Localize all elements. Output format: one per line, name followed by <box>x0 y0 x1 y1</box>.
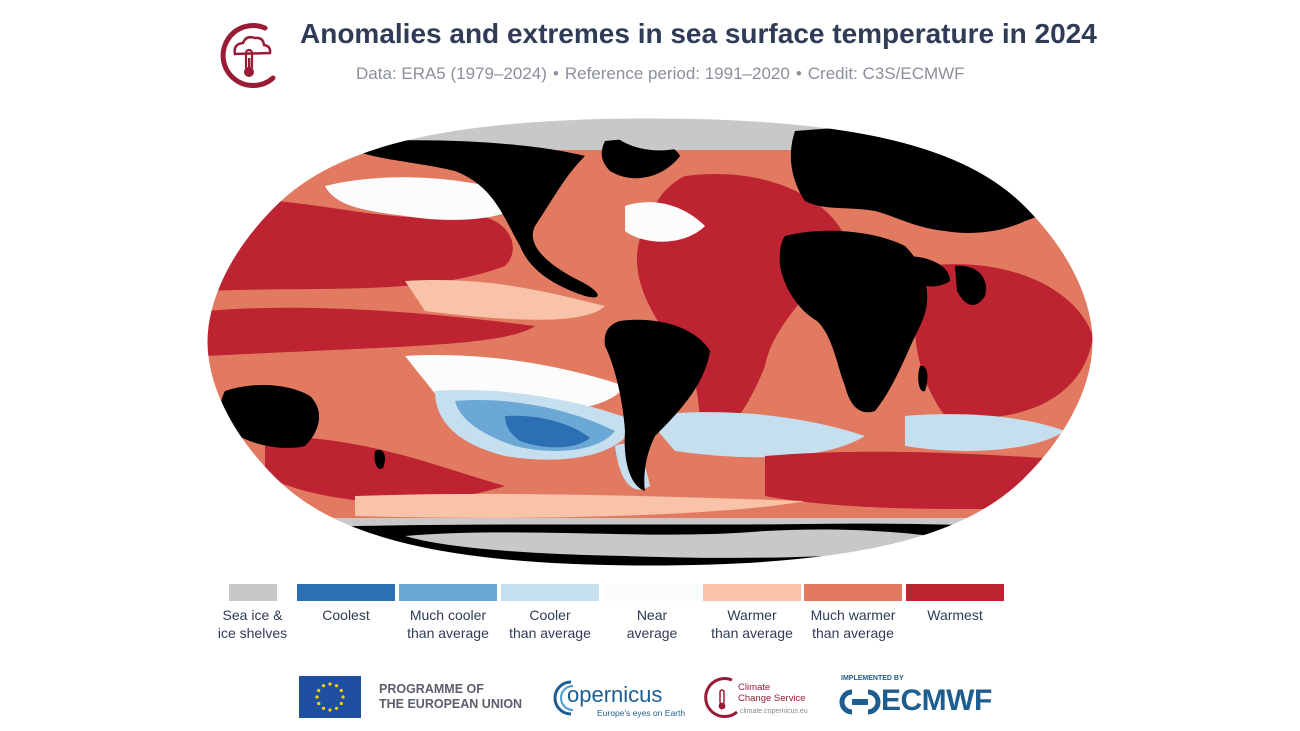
arabia-land <box>905 256 950 287</box>
north-pacific-warmest <box>207 200 513 291</box>
legend-item-near: Near average <box>602 584 702 642</box>
new-zealand-land <box>374 449 386 469</box>
legend-swatch-warmest <box>906 584 1004 601</box>
australia-land <box>220 384 320 448</box>
legend-swatch-cooler <box>501 584 599 601</box>
north-atlantic-near <box>625 202 705 242</box>
legend-item-coolest: Coolest <box>296 584 396 624</box>
c3s-name: Climate Change Service <box>738 682 806 704</box>
legend-label: Cooler than average <box>509 607 591 641</box>
legend-item-much-cooler: Much cooler than average <box>398 584 498 642</box>
antarctica-ice-shelf <box>405 529 965 558</box>
c3s-small-logo-icon <box>704 677 738 719</box>
legend-item-cooler: Cooler than average <box>500 584 600 642</box>
subtitle-credit: Credit: C3S/ECMWF <box>807 64 965 83</box>
legend-label: Near average <box>626 607 678 641</box>
map-legend: Sea ice & ice shelves Coolest Much cooler… <box>205 584 1015 654</box>
subtitle-reference-period: Reference period: 1991–2020 <box>564 64 790 83</box>
madagascar-land <box>918 365 928 392</box>
footer-logos: PROGRAMME OF THE EUROPEAN UNION opernicus… <box>0 670 1300 726</box>
map-border <box>206 117 1094 567</box>
tropical-pacific-warmer <box>405 280 605 320</box>
southern-ocean-warmer <box>355 493 805 518</box>
copernicus-tagline: Europe's eyes on Earth <box>597 708 686 718</box>
ecmwf-logo-icon <box>839 689 881 715</box>
subtitle-separator: • <box>552 64 559 83</box>
greenland-ice <box>617 135 685 151</box>
page-title: Anomalies and extremes in sea surface te… <box>300 18 1097 49</box>
legend-swatch-near <box>603 584 701 601</box>
india-land <box>955 265 986 306</box>
north-america-land <box>335 140 598 298</box>
legend-swatch-much-cooler <box>399 584 497 601</box>
c3s-logo-icon <box>220 23 276 89</box>
legend-label: Much cooler than average <box>407 607 489 641</box>
legend-label: Coolest <box>322 607 370 623</box>
southern-indian-warmest <box>765 451 1093 509</box>
eu-programme-text: PROGRAMME OF THE EUROPEAN UNION <box>379 682 523 711</box>
south-america-land <box>604 319 710 491</box>
copernicus-wordmark: opernicus <box>567 682 663 707</box>
eu-flag-icon <box>299 676 361 718</box>
world-sst-anomaly-map <box>206 117 1094 567</box>
legend-label: Warmest <box>927 607 983 623</box>
legend-swatch-much-warmer <box>804 584 902 601</box>
c3s-url: climate.copernicus.eu <box>740 708 808 715</box>
indian-ocean-cooler <box>905 414 1065 451</box>
indian-ocean-warmest <box>914 264 1093 418</box>
legend-item-much-warmer: Much warmer than average <box>803 584 903 642</box>
southern-ocean-warmest <box>265 436 505 503</box>
subtitle-data-source: Data: ERA5 (1979–2024) <box>356 64 547 83</box>
south-pacific-coolest <box>505 415 590 448</box>
legend-swatch-coolest <box>297 584 395 601</box>
ecmwf-wordmark: ECMWF <box>881 684 992 717</box>
legend-swatch-warmer <box>703 584 801 601</box>
legend-label: Sea ice & ice shelves <box>217 607 288 641</box>
africa-land <box>779 230 928 413</box>
south-atlantic-cooler <box>645 412 865 458</box>
equatorial-warmest <box>207 307 535 356</box>
legend-item-sea-ice: Sea ice & ice shelves <box>205 584 300 642</box>
legend-label: Warmer than average <box>711 607 793 641</box>
legend-label: Much warmer than average <box>810 607 896 641</box>
copernicus-logo-icon <box>553 680 574 716</box>
legend-item-warmest: Warmest <box>905 584 1005 624</box>
ecmwf-implemented-by: IMPLEMENTED BY <box>841 675 904 682</box>
subtitle-separator: • <box>795 64 802 83</box>
legend-item-warmer: Warmer than average <box>702 584 802 642</box>
page-subtitle: Data: ERA5 (1979–2024) • Reference period:… <box>356 64 965 84</box>
legend-swatch-sea-ice <box>228 584 277 601</box>
north-pacific-near <box>325 177 525 220</box>
